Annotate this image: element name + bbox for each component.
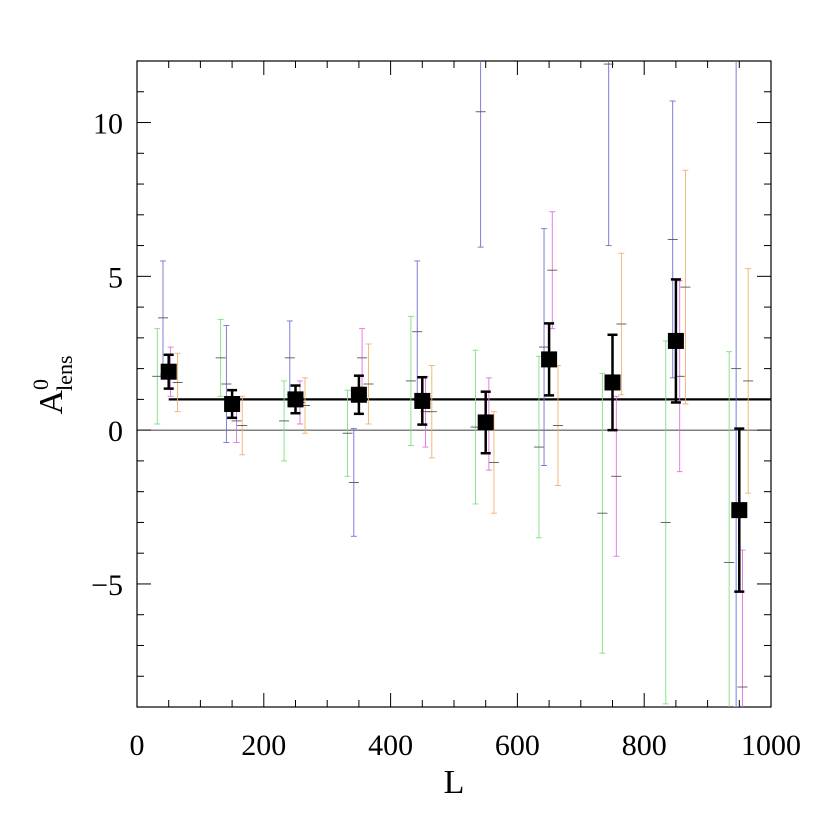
point-marker: [414, 392, 431, 409]
x-tick-label: 400: [368, 729, 413, 762]
point-marker: [541, 351, 558, 368]
point-marker: [224, 395, 241, 412]
error-bar: [477, 61, 484, 248]
point-marker: [731, 502, 748, 519]
y-tick-label: 0: [108, 415, 123, 448]
y-tick-label: 5: [108, 261, 123, 294]
plot-area: [137, 61, 771, 707]
point-marker: [667, 332, 684, 349]
x-axis-label: L: [444, 764, 465, 801]
error-bar: [605, 61, 612, 247]
y-axis-label: A0lens: [28, 355, 77, 414]
x-tick-label: 200: [241, 729, 286, 762]
x-tick-label: 1000: [741, 729, 801, 762]
point-marker: [287, 391, 304, 408]
x-tick-label: 600: [495, 729, 540, 762]
y-tick-label: −5: [91, 569, 123, 602]
y-axis-label-text: A0lens: [28, 355, 77, 414]
point-marker: [160, 363, 177, 380]
x-tick-label: 0: [130, 729, 145, 762]
point-marker: [477, 414, 494, 431]
y-label-sub: lens: [52, 355, 77, 390]
y-tick-label: 10: [93, 108, 123, 141]
point-marker: [350, 386, 367, 403]
y-label-base: A: [33, 390, 70, 415]
x-tick-label: 800: [622, 729, 667, 762]
y-label-sup: 0: [28, 379, 53, 390]
point-marker: [604, 374, 621, 391]
